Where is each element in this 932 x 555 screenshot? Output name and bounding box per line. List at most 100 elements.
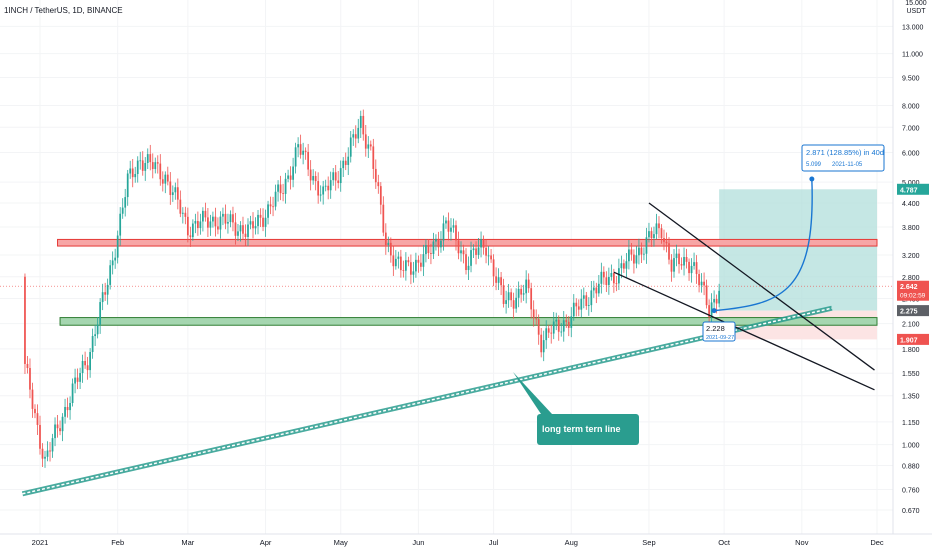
candle[interactable]	[648, 222, 650, 243]
candle[interactable]	[26, 356, 29, 374]
candle[interactable]	[477, 237, 480, 259]
candle[interactable]	[49, 441, 51, 462]
candle[interactable]	[259, 208, 262, 228]
candle[interactable]	[565, 314, 568, 328]
candle[interactable]	[392, 246, 395, 276]
candle[interactable]	[279, 175, 282, 201]
candle[interactable]	[194, 213, 197, 234]
candle[interactable]	[445, 217, 447, 229]
candle[interactable]	[327, 176, 330, 200]
candle[interactable]	[334, 165, 337, 191]
candle[interactable]	[384, 223, 387, 255]
candle[interactable]	[76, 368, 79, 390]
candle[interactable]	[144, 157, 147, 181]
candle[interactable]	[244, 224, 247, 246]
candle[interactable]	[81, 354, 84, 383]
candle[interactable]	[287, 169, 289, 183]
candle[interactable]	[106, 278, 109, 305]
candle[interactable]	[602, 266, 605, 285]
candle[interactable]	[359, 110, 362, 138]
candle[interactable]	[307, 143, 310, 177]
candle[interactable]	[309, 160, 312, 191]
candle[interactable]	[455, 220, 457, 251]
candle[interactable]	[339, 160, 342, 192]
candle[interactable]	[698, 269, 700, 293]
candle[interactable]	[577, 299, 580, 317]
candle[interactable]	[643, 247, 645, 261]
candle[interactable]	[467, 256, 470, 281]
candle[interactable]	[665, 232, 668, 253]
candle[interactable]	[535, 309, 538, 326]
candle[interactable]	[322, 180, 325, 205]
candle[interactable]	[592, 280, 595, 298]
candle[interactable]	[412, 261, 415, 283]
candle[interactable]	[517, 281, 520, 308]
candle[interactable]	[527, 273, 530, 293]
candle[interactable]	[462, 244, 465, 264]
candle[interactable]	[232, 206, 234, 232]
candle[interactable]	[342, 157, 345, 177]
candle[interactable]	[490, 248, 492, 263]
candle[interactable]	[134, 166, 137, 183]
candle[interactable]	[450, 218, 452, 241]
candle[interactable]	[653, 226, 655, 247]
candle[interactable]	[292, 157, 294, 188]
candle[interactable]	[166, 166, 169, 186]
candle[interactable]	[410, 254, 412, 285]
candle[interactable]	[129, 160, 132, 179]
candle[interactable]	[126, 169, 129, 206]
candle[interactable]	[249, 215, 252, 230]
candle[interactable]	[575, 298, 578, 317]
candle[interactable]	[74, 368, 76, 394]
candle[interactable]	[362, 109, 365, 141]
candle[interactable]	[289, 166, 292, 190]
candle[interactable]	[480, 231, 482, 258]
candle[interactable]	[269, 196, 272, 215]
candle[interactable]	[377, 174, 380, 194]
candle[interactable]	[530, 282, 533, 319]
candle[interactable]	[136, 156, 139, 183]
candle[interactable]	[610, 264, 613, 281]
candle[interactable]	[437, 231, 440, 256]
candle[interactable]	[202, 207, 204, 232]
candle[interactable]	[482, 235, 485, 255]
candle[interactable]	[156, 155, 159, 174]
candle[interactable]	[607, 267, 610, 295]
candle[interactable]	[99, 298, 102, 334]
candle[interactable]	[149, 144, 152, 171]
candle[interactable]	[227, 213, 229, 234]
candle[interactable]	[683, 247, 685, 276]
candle[interactable]	[109, 259, 112, 290]
candle[interactable]	[131, 158, 134, 188]
candle[interactable]	[239, 221, 242, 242]
candle[interactable]	[402, 260, 405, 278]
candle[interactable]	[507, 283, 510, 308]
candle[interactable]	[387, 236, 390, 253]
candle[interactable]	[470, 241, 472, 273]
candle[interactable]	[485, 239, 487, 264]
candle[interactable]	[242, 216, 244, 240]
candle[interactable]	[349, 130, 352, 163]
candle[interactable]	[650, 227, 653, 247]
candle[interactable]	[332, 168, 335, 186]
candle[interactable]	[420, 254, 422, 272]
candle[interactable]	[550, 324, 553, 344]
candle[interactable]	[36, 404, 39, 436]
candle[interactable]	[207, 207, 209, 238]
candle[interactable]	[460, 241, 462, 262]
candle[interactable]	[570, 307, 573, 338]
candle[interactable]	[344, 152, 347, 171]
candle[interactable]	[94, 324, 97, 346]
candle[interactable]	[567, 316, 570, 337]
candle[interactable]	[354, 125, 357, 148]
candle[interactable]	[121, 198, 124, 219]
candle[interactable]	[660, 224, 663, 244]
candle[interactable]	[472, 244, 475, 259]
candle[interactable]	[219, 211, 222, 239]
candle[interactable]	[41, 443, 44, 467]
candle[interactable]	[630, 242, 633, 261]
candle[interactable]	[430, 243, 432, 265]
candle[interactable]	[84, 351, 86, 369]
candle[interactable]	[678, 248, 680, 274]
